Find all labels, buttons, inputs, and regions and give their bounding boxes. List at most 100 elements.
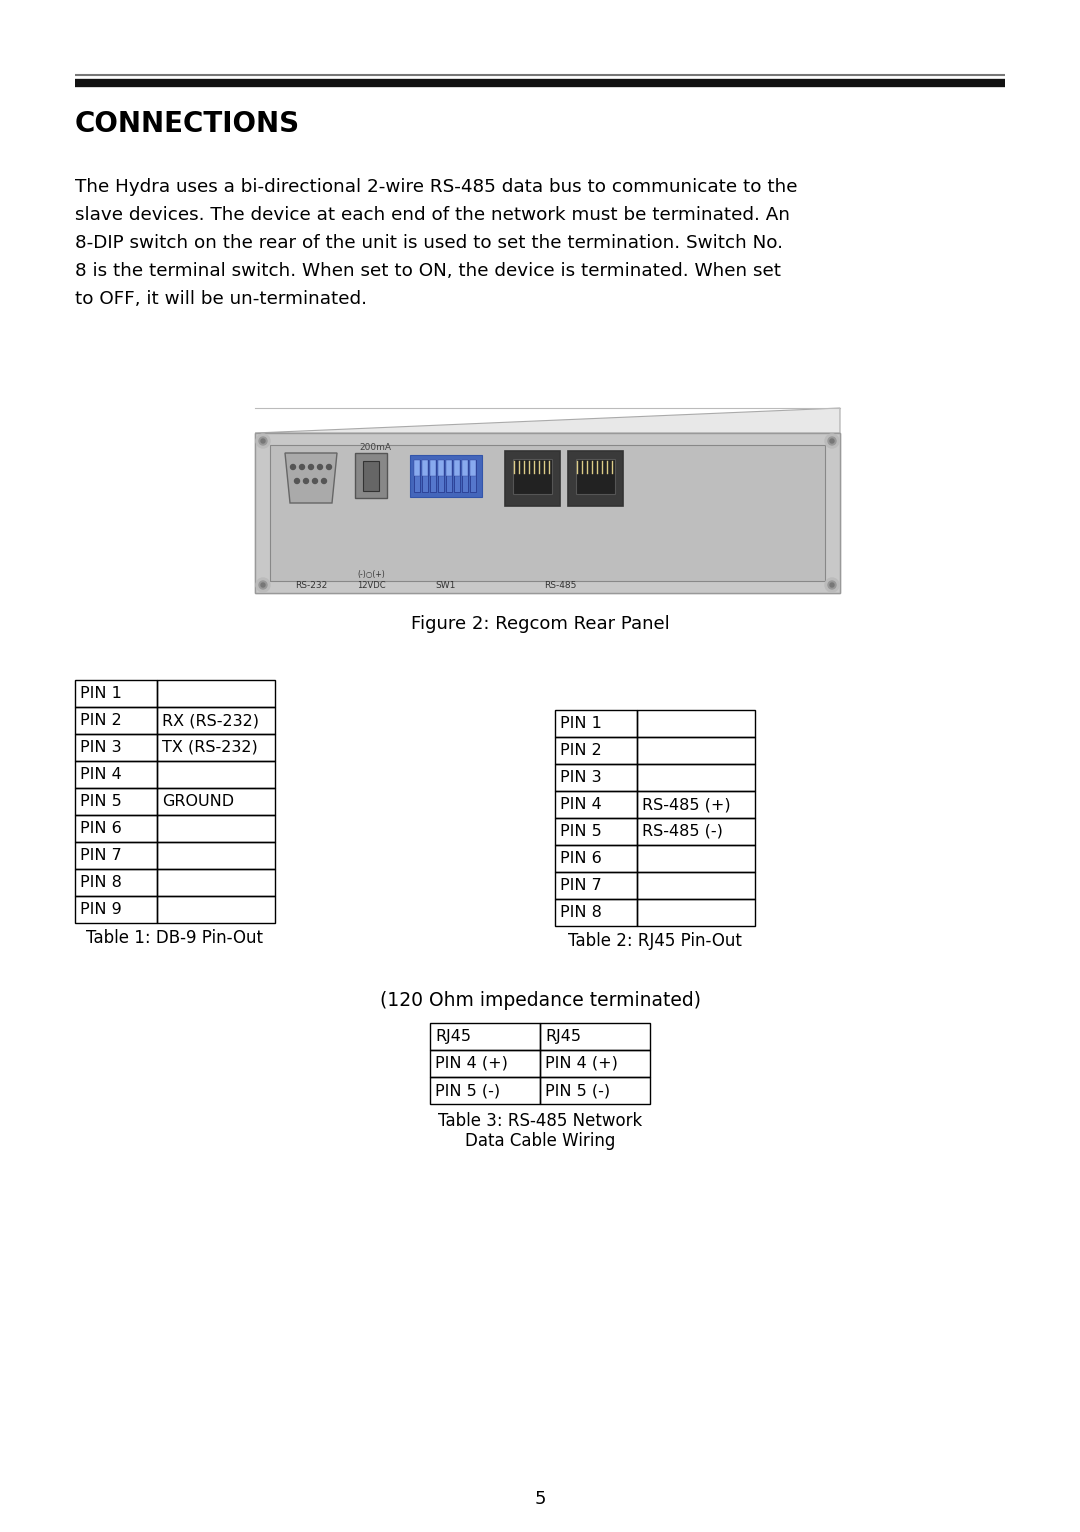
Polygon shape [285, 453, 337, 502]
Circle shape [261, 440, 265, 443]
Bar [75, 843, 157, 869]
Bar [414, 460, 420, 492]
Bar [637, 764, 755, 791]
Text: CONNECTIONS: CONNECTIONS [75, 110, 300, 138]
Text: PIN 1: PIN 1 [80, 686, 122, 702]
Bar [75, 869, 157, 896]
Text: PIN 3: PIN 3 [80, 740, 122, 755]
Circle shape [318, 464, 323, 469]
Bar [430, 1049, 540, 1077]
Bar [157, 896, 275, 922]
Text: PIN 6: PIN 6 [80, 821, 122, 836]
Bar [446, 460, 453, 492]
Bar [75, 761, 157, 787]
Bar [637, 709, 755, 737]
Bar [555, 709, 637, 737]
Circle shape [299, 464, 305, 469]
Bar [255, 434, 840, 593]
Bar [555, 899, 637, 925]
Circle shape [261, 584, 265, 587]
Bar [157, 734, 275, 761]
Text: slave devices. The device at each end of the network must be terminated. An: slave devices. The device at each end of… [75, 205, 789, 224]
Bar [157, 787, 275, 815]
Bar [637, 791, 755, 818]
Text: Data Cable Wiring: Data Cable Wiring [464, 1132, 616, 1151]
Bar [555, 737, 637, 764]
Text: PIN 4 (+): PIN 4 (+) [435, 1056, 508, 1071]
Bar [555, 872, 637, 899]
Bar [430, 1077, 540, 1105]
Bar [430, 460, 436, 492]
Bar [470, 460, 476, 476]
Bar [555, 764, 637, 791]
Bar [470, 460, 476, 492]
Bar [75, 787, 157, 815]
Text: TX (RS-232): TX (RS-232) [162, 740, 258, 755]
Bar [438, 460, 444, 492]
Bar [637, 872, 755, 899]
Circle shape [831, 440, 834, 443]
Circle shape [259, 581, 267, 588]
Text: RX (RS-232): RX (RS-232) [162, 712, 259, 728]
Text: SW1: SW1 [436, 581, 456, 590]
Text: PIN 2: PIN 2 [80, 712, 122, 728]
Bar [505, 450, 561, 506]
Text: PIN 7: PIN 7 [561, 878, 602, 893]
Bar [255, 434, 840, 593]
Text: (120 Ohm impedance terminated): (120 Ohm impedance terminated) [379, 991, 701, 1010]
Circle shape [291, 464, 296, 469]
Bar [555, 818, 637, 846]
Text: PIN 2: PIN 2 [561, 743, 602, 758]
Text: 8 is the terminal switch. When set to ON, the device is terminated. When set: 8 is the terminal switch. When set to ON… [75, 262, 781, 280]
Circle shape [831, 584, 834, 587]
Bar [157, 761, 275, 787]
Bar [157, 843, 275, 869]
Text: PIN 4 (+): PIN 4 (+) [545, 1056, 618, 1071]
Text: RJ45: RJ45 [435, 1030, 471, 1043]
Text: PIN 5: PIN 5 [80, 794, 122, 809]
Bar [422, 460, 428, 492]
Text: PIN 8: PIN 8 [561, 905, 602, 921]
Bar [422, 460, 428, 476]
Circle shape [312, 478, 318, 484]
Bar [75, 734, 157, 761]
Bar [454, 460, 460, 492]
Circle shape [825, 434, 839, 447]
Bar [75, 680, 157, 706]
Bar [414, 460, 420, 476]
Bar [540, 1023, 650, 1049]
Bar [555, 791, 637, 818]
Bar [430, 460, 436, 476]
Circle shape [326, 464, 332, 469]
Text: The Hydra uses a bi-directional 2-wire RS-485 data bus to communicate to the: The Hydra uses a bi-directional 2-wire R… [75, 178, 797, 196]
Bar [454, 460, 460, 476]
Bar [75, 896, 157, 922]
Text: PIN 9: PIN 9 [80, 902, 122, 918]
Bar [555, 846, 637, 872]
Circle shape [309, 464, 313, 469]
Circle shape [828, 581, 836, 588]
Text: Figure 2: Regcom Rear Panel: Figure 2: Regcom Rear Panel [410, 614, 670, 633]
Bar [157, 815, 275, 843]
Text: PIN 3: PIN 3 [561, 771, 602, 784]
Text: RS-485 (-): RS-485 (-) [642, 824, 723, 840]
Text: PIN 7: PIN 7 [80, 849, 122, 863]
Text: Table 2: RJ45 Pin-Out: Table 2: RJ45 Pin-Out [568, 931, 742, 950]
Text: (-)○(+): (-)○(+) [357, 570, 384, 579]
Text: PIN 5 (-): PIN 5 (-) [545, 1083, 610, 1098]
Bar [513, 460, 552, 493]
Bar [568, 450, 623, 506]
Circle shape [256, 434, 270, 447]
Bar [637, 818, 755, 846]
Text: to OFF, it will be un-terminated.: to OFF, it will be un-terminated. [75, 290, 367, 308]
Polygon shape [255, 408, 840, 434]
Bar [75, 815, 157, 843]
Bar [540, 1049, 650, 1077]
Text: PIN 6: PIN 6 [561, 850, 602, 866]
Bar [157, 869, 275, 896]
Text: PIN 4: PIN 4 [80, 768, 122, 781]
Circle shape [828, 437, 836, 444]
Bar [363, 461, 379, 490]
Bar [410, 455, 482, 496]
Text: PIN 8: PIN 8 [80, 875, 122, 890]
